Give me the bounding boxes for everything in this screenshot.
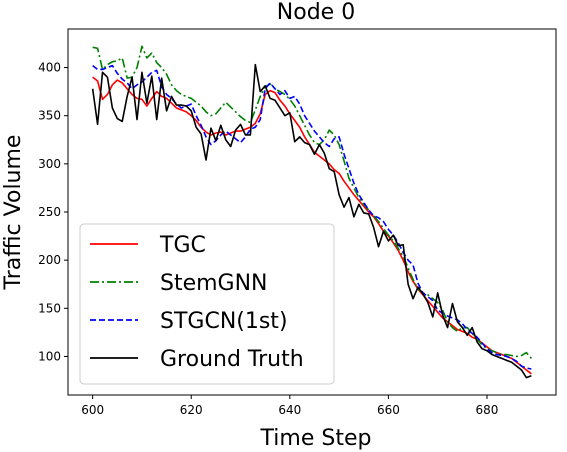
- y-tick-label: 150: [38, 301, 61, 315]
- legend-label-stemgnn: StemGNN: [160, 271, 268, 296]
- legend-label-tgc: TGC: [159, 233, 206, 258]
- x-tick-label: 620: [180, 403, 203, 417]
- y-tick-label: 400: [38, 61, 61, 75]
- x-tick-label: 660: [377, 403, 400, 417]
- x-tick-label: 640: [278, 403, 301, 417]
- axis-ticks: 600 620 640 660 680 100 150 200 250 300 350 400: [38, 61, 498, 417]
- x-axis-title: Time Step: [260, 426, 372, 451]
- y-tick-label: 100: [38, 349, 61, 363]
- legend-label-ground-truth: Ground Truth: [160, 347, 304, 372]
- legend: TGC StemGNN STGCN(1st) Ground Truth: [79, 223, 335, 385]
- y-tick-label: 250: [38, 205, 61, 219]
- legend-label-stgcn-1st: STGCN(1st): [160, 309, 288, 334]
- legend-box: [79, 223, 335, 385]
- y-tick-label: 200: [38, 253, 61, 267]
- chart-title: Node 0: [277, 0, 355, 25]
- series-line-stgcn-1st: [92, 64, 532, 370]
- y-axis-title: Traffic Volume: [1, 135, 26, 291]
- y-tick-label: 300: [38, 157, 61, 171]
- x-tick-label: 600: [81, 403, 104, 417]
- x-tick-label: 680: [476, 403, 499, 417]
- y-tick-label: 350: [38, 109, 61, 123]
- plot-lines: [91, 45, 532, 379]
- series-line-ground-truth: [91, 63, 532, 379]
